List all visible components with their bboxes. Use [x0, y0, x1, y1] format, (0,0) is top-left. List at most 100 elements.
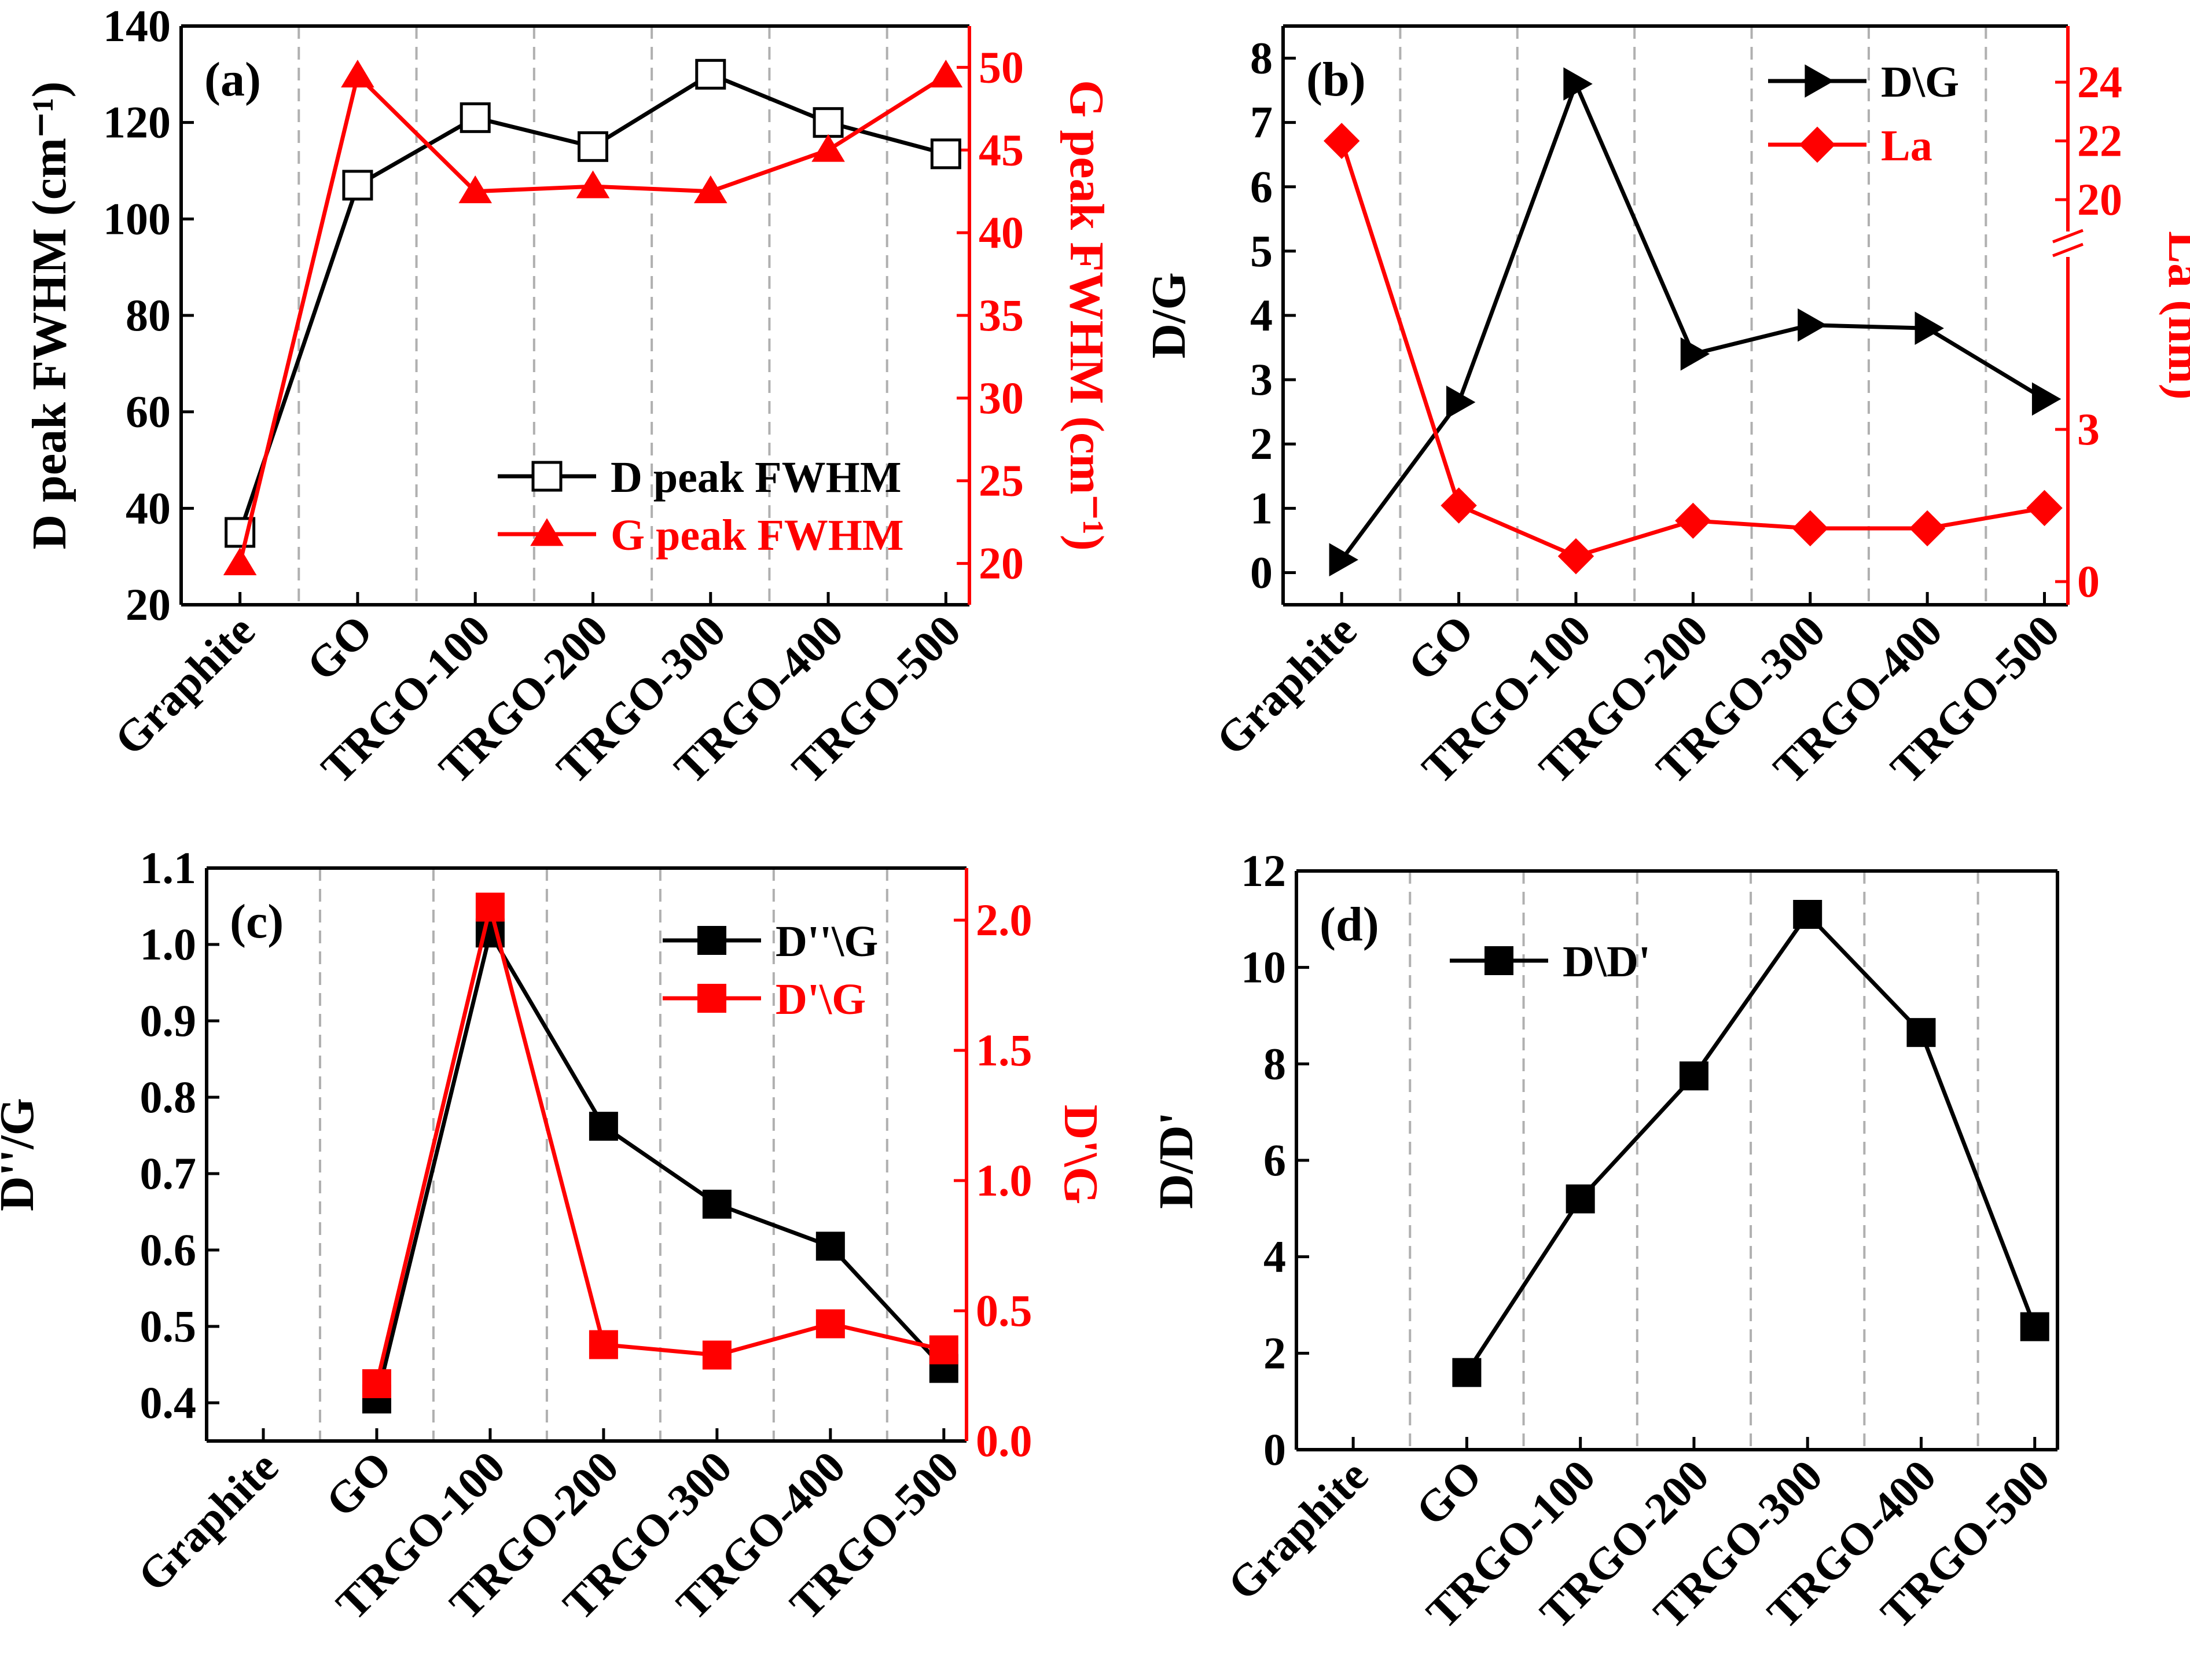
category-label: Graphite — [1218, 1450, 1377, 1610]
left-tick-label: 120 — [103, 97, 171, 148]
data-point — [702, 1189, 732, 1219]
legend-label: D'\G — [776, 975, 866, 1024]
data-point — [2026, 490, 2063, 527]
left-tick-label: 6 — [1263, 1135, 1286, 1185]
data-point — [695, 58, 726, 90]
data-point — [702, 1340, 732, 1370]
left-tick-label: 0.5 — [140, 1301, 197, 1351]
left-tick-label: 0.6 — [140, 1225, 197, 1275]
data-point — [1441, 487, 1477, 524]
data-point — [811, 134, 845, 162]
data-point — [362, 1369, 391, 1398]
left-tick-label: 1.0 — [140, 919, 197, 969]
panel-label: (c) — [230, 895, 284, 949]
legend-marker — [697, 984, 726, 1013]
data-point — [460, 102, 491, 133]
data-point — [223, 547, 257, 575]
left-tick-label: 2 — [1250, 418, 1273, 469]
category-label: Graphite — [1206, 605, 1366, 765]
left-tick-label: 0.4 — [140, 1377, 197, 1428]
left-tick-label: 0.8 — [140, 1072, 197, 1122]
panel-c: 0.4 0.5 0.6 0.7 0.8 0.9 1.0 1.1 0.0 0.5 1.0 1.5 2.0 G… — [0, 843, 1108, 1630]
data-point — [1679, 1061, 1708, 1091]
legend-marker — [531, 461, 563, 492]
data-point — [693, 175, 727, 204]
left-tick-label: 5 — [1250, 226, 1273, 276]
left-tick-label: 2 — [1263, 1328, 1286, 1378]
right-tick-label: 24 — [2077, 57, 2122, 107]
data-point — [1675, 502, 1711, 539]
right-tick-label: 1.0 — [976, 1155, 1032, 1205]
data-point — [1329, 543, 1358, 577]
right-tick-label: 0.5 — [976, 1285, 1032, 1336]
right-tick-label: 0 — [2077, 556, 2100, 606]
category-label: GO — [316, 1442, 401, 1527]
y-axis-right-label: La (nm) — [2158, 231, 2190, 400]
right-tick-label: 50 — [979, 42, 1024, 92]
legend-marker — [1805, 64, 1834, 98]
category-label: GO — [1398, 605, 1483, 690]
right-tick-label: 35 — [979, 290, 1024, 340]
left-tick-label: 80 — [126, 290, 171, 340]
left-tick-label: 100 — [103, 193, 171, 244]
right-tick-label: 20 — [2077, 174, 2122, 225]
series-line — [374, 905, 945, 1384]
data-point — [815, 1309, 845, 1339]
legend-label: La — [1881, 122, 1932, 170]
axis-break-mark — [2052, 242, 2084, 258]
left-tick-label: 8 — [1250, 33, 1273, 83]
data-point — [1446, 385, 1476, 419]
series-line — [1465, 912, 2037, 1374]
data-point — [2031, 382, 2062, 416]
left-tick-label: 10 — [1241, 942, 1286, 992]
left-tick-label: 60 — [126, 387, 171, 437]
left-tick-label: 3 — [1250, 354, 1273, 405]
y-axis-label: D/G — [1142, 272, 1196, 358]
legend-marker — [697, 926, 726, 955]
y-axis-right-label: G peak FWHM (cm⁻¹) — [1060, 80, 1114, 551]
data-point — [1793, 900, 1822, 929]
data-point — [342, 170, 373, 201]
left-tick-label: 1.1 — [140, 843, 197, 893]
category-label: Graphite — [128, 1442, 288, 1601]
panel-label: (a) — [204, 53, 261, 106]
y-axis-label: D peak FWHM (cm⁻¹) — [23, 81, 76, 549]
data-point — [929, 1335, 958, 1365]
left-tick-label: 20 — [126, 579, 171, 630]
series-line — [374, 931, 946, 1400]
legend-marker — [530, 518, 564, 546]
category-label: GO — [297, 605, 382, 690]
left-tick-label: 6 — [1250, 161, 1273, 212]
right-tick-label: 30 — [979, 373, 1024, 423]
legend-marker — [1799, 126, 1836, 163]
data-point — [1906, 1018, 1936, 1047]
data-point — [1792, 510, 1828, 547]
left-tick-label: 0 — [1263, 1424, 1286, 1475]
data-point — [1798, 308, 1827, 342]
right-tick-label: 1.5 — [976, 1025, 1032, 1075]
right-tick-label: 45 — [979, 124, 1024, 175]
left-tick-label: 140 — [103, 1, 171, 51]
data-point — [458, 175, 493, 204]
data-point — [341, 60, 374, 88]
left-tick-label: 40 — [126, 483, 171, 533]
left-tick-label: 4 — [1250, 290, 1273, 340]
data-point — [475, 892, 505, 922]
data-point — [930, 138, 961, 170]
right-tick-label: 20 — [979, 538, 1024, 589]
data-point — [589, 1330, 618, 1359]
data-point — [1323, 123, 1360, 159]
data-point — [576, 170, 610, 198]
y-axis-label: D''/G — [0, 1098, 44, 1211]
panel-label: (d) — [1320, 898, 1379, 951]
legend-marker — [1485, 946, 1513, 975]
left-tick-label: 1 — [1250, 483, 1273, 533]
legend-label: D peak FWHM — [611, 453, 901, 502]
category-label: GO — [1406, 1450, 1491, 1535]
right-tick-label: 0.0 — [976, 1416, 1032, 1466]
left-tick-label: 0 — [1250, 547, 1273, 597]
